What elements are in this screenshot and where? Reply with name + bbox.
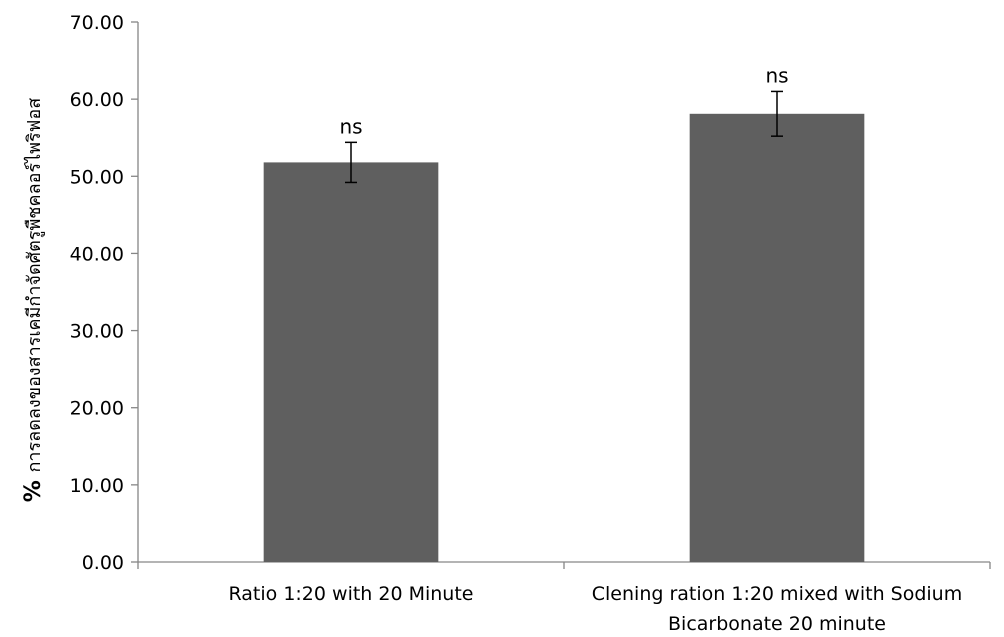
x-tick-label-line: Ratio 1:20 with 20 Minute	[229, 583, 474, 605]
y-tick-label: 30.00	[70, 321, 124, 343]
y-axis-label-text: การลดลงของสารเคมีกำจัดศัตรูพืชคลอร์ไพริฟ…	[23, 98, 45, 473]
y-tick-label: 60.00	[70, 89, 124, 111]
x-tick-label-line: Bicarbonate 20 minute	[668, 613, 886, 635]
data-label: ns	[339, 114, 362, 138]
data-label: ns	[765, 63, 788, 87]
y-tick-label: 40.00	[70, 243, 124, 265]
y-axis-label-symbol: %	[21, 473, 46, 503]
bar	[689, 113, 865, 563]
x-tick-label-line: Clening ration 1:20 mixed with Sodium	[592, 583, 962, 605]
y-tick-label: 10.00	[70, 475, 124, 497]
x-tick-label: Ratio 1:20 with 20 Minute	[229, 583, 474, 605]
bar	[263, 162, 439, 562]
y-axis-title: % การลดลงของสารเคมีกำจัดศัตรูพืชคลอร์ไพร…	[21, 98, 46, 502]
y-axis-label: % การลดลงของสารเคมีกำจัดศัตรูพืชคลอร์ไพร…	[21, 98, 46, 502]
x-tick-label: Clening ration 1:20 mixed with Sodium Bic…	[592, 583, 962, 635]
y-tick-label: 50.00	[70, 166, 124, 188]
bars: ns ns	[263, 63, 865, 563]
x-tick-labels: Ratio 1:20 with 20 Minute Clening ration …	[229, 583, 963, 635]
y-ticks: 0.00 10.00 20.00 30.00 40.00 50.00 60.00 70.00	[70, 12, 138, 574]
y-tick-label: 70.00	[70, 12, 124, 34]
y-tick-label: 0.00	[82, 552, 124, 574]
y-tick-label: 20.00	[70, 398, 124, 420]
